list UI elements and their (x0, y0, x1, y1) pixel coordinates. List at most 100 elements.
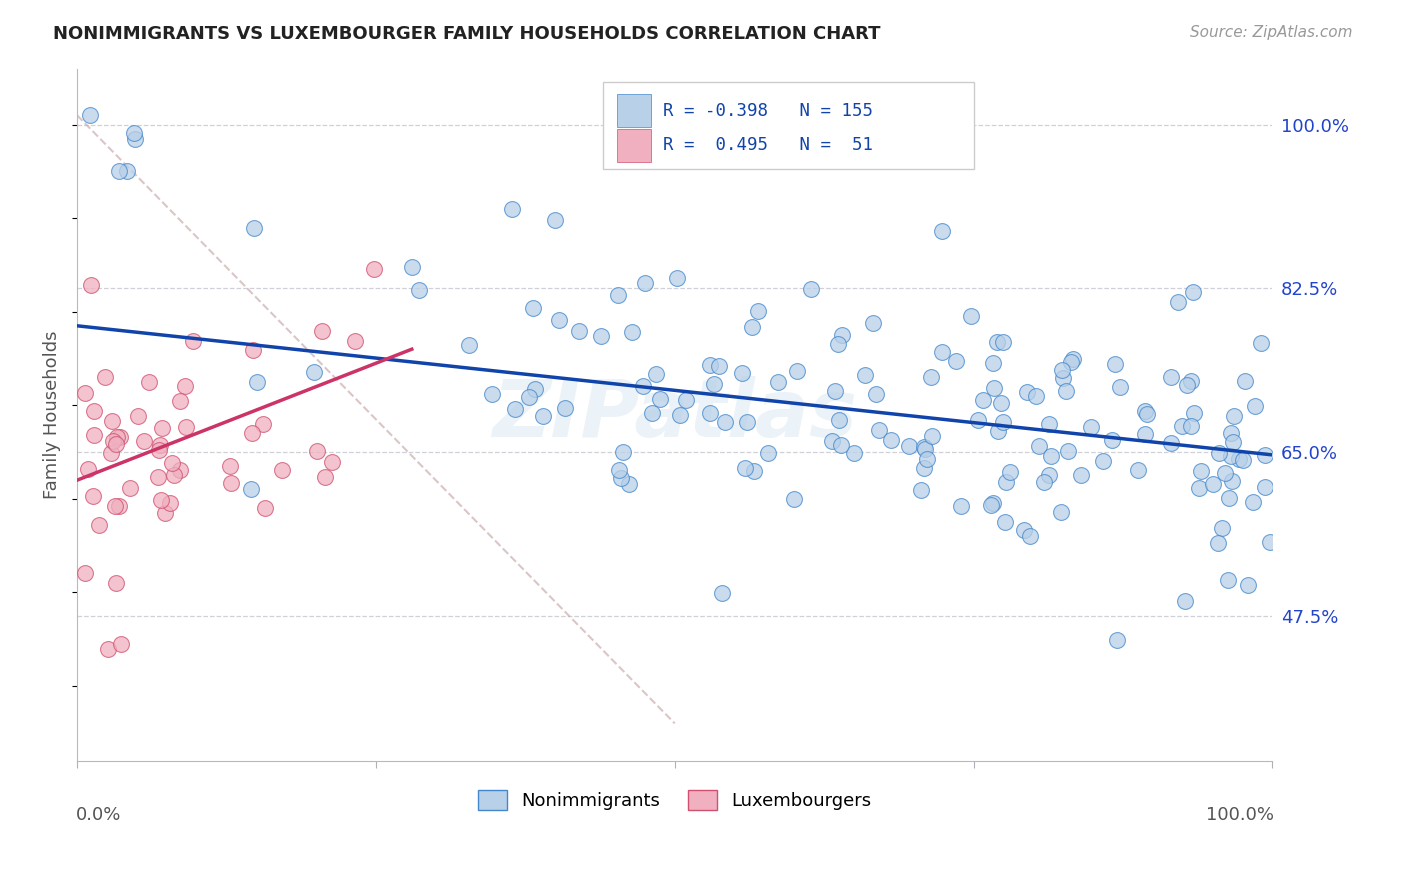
Point (270, 463, 292, 477)
Point (148, 442, 170, 457)
Point (920, 369, 942, 384)
Point (830, 437, 852, 451)
Point (993, 334, 1015, 349)
Point (1135, 426, 1157, 441)
Point (97, 641, 120, 656)
Point (675, 392, 697, 407)
Point (1107, 633, 1129, 648)
Point (1233, 374, 1256, 388)
Point (831, 328, 853, 343)
Point (240, 426, 263, 441)
Y-axis label: Family Households: Family Households (44, 330, 60, 499)
Point (766, 376, 789, 390)
Point (821, 434, 844, 449)
Text: ZIPatlas: ZIPatlas (492, 376, 858, 454)
Point (1208, 446, 1230, 460)
Point (987, 425, 1010, 439)
Point (531, 409, 554, 424)
Point (1220, 475, 1243, 489)
Point (1060, 355, 1083, 369)
Point (1167, 294, 1189, 309)
Point (181, 334, 204, 349)
Point (124, 132, 146, 146)
Point (931, 345, 953, 359)
Point (458, 338, 481, 352)
Point (711, 586, 734, 600)
Point (94, 369, 117, 384)
Point (501, 202, 523, 216)
Point (1218, 491, 1240, 505)
Text: R = -0.398   N = 155: R = -0.398 N = 155 (662, 102, 873, 120)
Point (1028, 439, 1050, 453)
Point (1175, 377, 1198, 392)
Point (115, 164, 138, 178)
Point (986, 334, 1008, 349)
Point (783, 491, 806, 506)
Point (612, 444, 634, 458)
Point (522, 301, 544, 315)
Point (149, 437, 172, 451)
Point (252, 417, 274, 431)
Point (949, 499, 972, 513)
Point (1091, 454, 1114, 468)
Point (1018, 529, 1040, 543)
Point (731, 366, 754, 380)
Point (1174, 594, 1197, 608)
Point (617, 477, 640, 491)
Point (219, 459, 242, 474)
Point (544, 213, 567, 227)
Point (1216, 573, 1239, 587)
Point (1232, 452, 1254, 467)
Point (995, 475, 1018, 490)
Point (786, 364, 808, 378)
Point (756, 446, 779, 460)
Point (912, 460, 935, 475)
Point (107, 500, 129, 514)
Point (1136, 407, 1159, 421)
Point (589, 329, 612, 343)
Point (1220, 449, 1243, 463)
Point (77, 462, 100, 476)
Point (568, 325, 591, 339)
Point (311, 325, 333, 339)
Point (150, 421, 173, 435)
Point (146, 470, 169, 484)
Point (1187, 481, 1209, 495)
Point (1260, 535, 1282, 549)
Point (994, 515, 1017, 529)
Point (1062, 352, 1084, 367)
Point (503, 401, 526, 416)
Point (945, 354, 967, 368)
Text: R =  0.495   N =  51: R = 0.495 N = 51 (662, 136, 873, 154)
Point (1227, 451, 1250, 466)
Point (1170, 418, 1192, 433)
Point (100, 446, 122, 460)
Point (747, 304, 769, 318)
Point (1038, 417, 1060, 431)
Point (246, 375, 269, 389)
Point (1254, 448, 1277, 462)
Point (83, 404, 105, 418)
Point (703, 376, 725, 391)
Point (915, 452, 938, 467)
Point (1180, 374, 1202, 388)
Point (966, 413, 988, 427)
Point (103, 499, 125, 513)
Point (554, 401, 576, 416)
Text: Source: ZipAtlas.com: Source: ZipAtlas.com (1189, 25, 1353, 40)
Point (828, 412, 851, 426)
Point (1206, 535, 1229, 549)
Point (221, 476, 243, 491)
Point (980, 498, 1002, 512)
Point (343, 334, 366, 348)
Point (314, 470, 336, 484)
Point (631, 379, 654, 393)
Point (1219, 425, 1241, 440)
Point (699, 358, 721, 372)
Point (517, 390, 540, 404)
Point (931, 223, 953, 237)
Point (160, 456, 183, 470)
Point (242, 343, 264, 357)
Point (73, 386, 96, 401)
Point (981, 496, 1004, 510)
